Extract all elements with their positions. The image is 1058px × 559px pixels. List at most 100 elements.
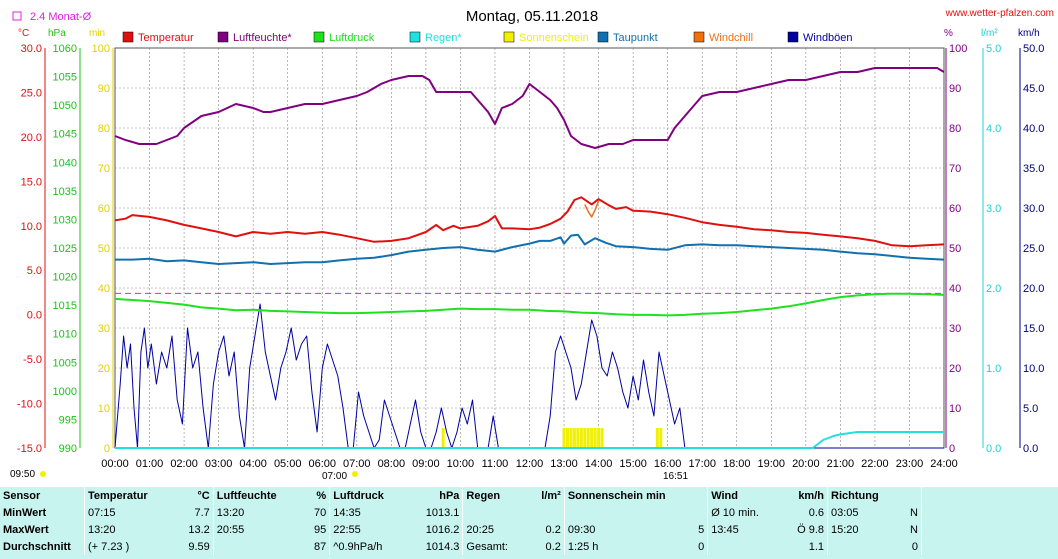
sunshine-bar <box>593 428 597 448</box>
tick-rain: 4.0 <box>986 123 1001 135</box>
stats-dir-time: 03:05 <box>826 504 902 521</box>
stats-header-hum-unit: % <box>316 489 327 502</box>
stats-table: Sensor Temperatur °C Luftfeuchte % Luftd… <box>0 487 1058 559</box>
stats-sun-value <box>671 504 707 521</box>
stats-header-temp: Temperatur <box>84 487 176 504</box>
sunrise-icon <box>352 471 358 477</box>
stats-press-time: ^0.9hPa/h <box>329 538 408 555</box>
tick-temp: 15.0 <box>21 176 42 188</box>
tick-wind: 30.0 <box>1023 203 1044 215</box>
tick-wind: 35.0 <box>1023 163 1044 175</box>
legend-swatch <box>122 31 134 43</box>
stats-hum-value: 70 <box>313 506 327 519</box>
stats-rain-value <box>529 504 565 521</box>
tick-min: 0 <box>104 443 110 455</box>
tick-x: 01:00 <box>136 458 164 470</box>
tick-x: 11:00 <box>482 458 509 470</box>
series-line <box>114 303 944 449</box>
avg-marker-icon <box>12 11 22 21</box>
tick-min: 60 <box>98 203 110 215</box>
series-line <box>115 233 945 265</box>
legend-label: Luftdruck <box>329 32 375 44</box>
stats-header-hum: Luftfeuchte <box>212 487 305 504</box>
tick-rain: 3.0 <box>986 203 1001 215</box>
tick-hpa: 1035 <box>53 186 77 198</box>
stats-press-value: 1013.1 <box>425 506 460 519</box>
stats-header-wind-unit: km/h <box>798 489 824 502</box>
tick-pct: 70 <box>949 163 961 175</box>
tick-pct: 20 <box>949 363 961 375</box>
tick-wind: 0.0 <box>1023 443 1038 455</box>
chart-title: Montag, 05.11.2018 <box>466 8 598 25</box>
stats-header-press-unit: hPa <box>439 489 460 502</box>
tick-hpa: 1005 <box>53 357 77 369</box>
tick-temp: 25.0 <box>21 87 42 99</box>
stats-dir-value: 0 <box>911 540 918 553</box>
tick-hpa: 1015 <box>53 300 77 312</box>
tick-hpa: 1000 <box>53 386 77 398</box>
stats-press-value: 1016.2 <box>425 523 460 536</box>
tick-temp: 30.0 <box>21 43 42 55</box>
sunshine-bar <box>572 428 576 448</box>
stats-empty <box>921 521 1058 538</box>
legend-swatch <box>409 31 421 43</box>
stats-rain-value: 0.2 <box>545 540 561 553</box>
series-layer <box>114 67 945 449</box>
tick-temp: -10.0 <box>17 399 42 411</box>
tick-hpa: 1020 <box>53 272 77 284</box>
tick-x: 03:00 <box>205 458 233 470</box>
stats-wind-time: Ø 10 min. <box>707 504 782 521</box>
tick-x: 10:00 <box>447 458 475 470</box>
tick-pct: 50 <box>949 243 961 255</box>
stats-sun-value: 0 <box>698 540 705 553</box>
stats-wind-time <box>707 538 782 555</box>
tick-min: 100 <box>92 43 110 55</box>
stats-hum-value: 87 <box>313 540 327 553</box>
stats-empty <box>921 538 1058 555</box>
legend-swatch <box>787 31 799 43</box>
tick-x: 09:00 <box>412 458 440 470</box>
tick-x: 14:00 <box>585 458 613 470</box>
tick-pct: 40 <box>949 283 961 295</box>
stats-hum-time <box>212 538 305 555</box>
sunshine-bar <box>583 428 587 448</box>
sunrise-label: 07:00 <box>322 471 347 482</box>
tick-min: 50 <box>98 243 110 255</box>
stats-temp-time: 13:20 <box>84 521 176 538</box>
tick-min: 40 <box>98 283 110 295</box>
legend-label: Sonnenschein <box>519 32 589 44</box>
tick-x: 05:00 <box>274 458 302 470</box>
stats-dir-time <box>826 538 902 555</box>
tick-min: 90 <box>98 83 110 95</box>
legend-label: Windchill <box>709 32 753 44</box>
tick-min: 70 <box>98 163 110 175</box>
tick-pct: 60 <box>949 203 961 215</box>
tick-wind: 5.0 <box>1023 403 1038 415</box>
stats-row-label: MaxWert <box>3 523 49 536</box>
avg-label: 2.4 Monat-Ø <box>30 11 92 23</box>
tick-hpa: 995 <box>59 414 77 426</box>
unit-min: min <box>89 28 105 39</box>
tick-wind: 10.0 <box>1023 363 1044 375</box>
tick-min: 30 <box>98 323 110 335</box>
tick-hpa: 990 <box>59 443 77 455</box>
tick-temp: -5.0 <box>23 354 42 366</box>
tick-x: 21:00 <box>827 458 855 470</box>
unit-rain: l/m² <box>981 28 998 39</box>
stats-wind-value: Ö 9.8 <box>797 523 824 536</box>
tick-x: 08:00 <box>378 458 406 470</box>
legend-swatch <box>217 31 229 43</box>
tick-pct: 90 <box>949 83 961 95</box>
sunshine-bar <box>441 428 445 448</box>
tick-rain: 2.0 <box>986 283 1001 295</box>
stats-row: MinWert 07:15 7.7 13:20 70 14:35 1013.1 Ø 10 mi… <box>0 504 1058 521</box>
sunshine-bar <box>569 428 573 448</box>
tick-min: 20 <box>98 363 110 375</box>
tick-wind: 45.0 <box>1023 83 1044 95</box>
legend-label: Temperatur <box>138 32 194 44</box>
tick-pct: 30 <box>949 323 961 335</box>
tick-hpa: 1045 <box>53 129 77 141</box>
site-link[interactable]: www.wetter-pfalzen.com <box>945 8 1054 19</box>
stats-row: Durchschnitt (+ 7.23 ) 9.59 87 ^0.9hPa/h 1014… <box>0 538 1058 555</box>
series-line <box>584 200 600 218</box>
